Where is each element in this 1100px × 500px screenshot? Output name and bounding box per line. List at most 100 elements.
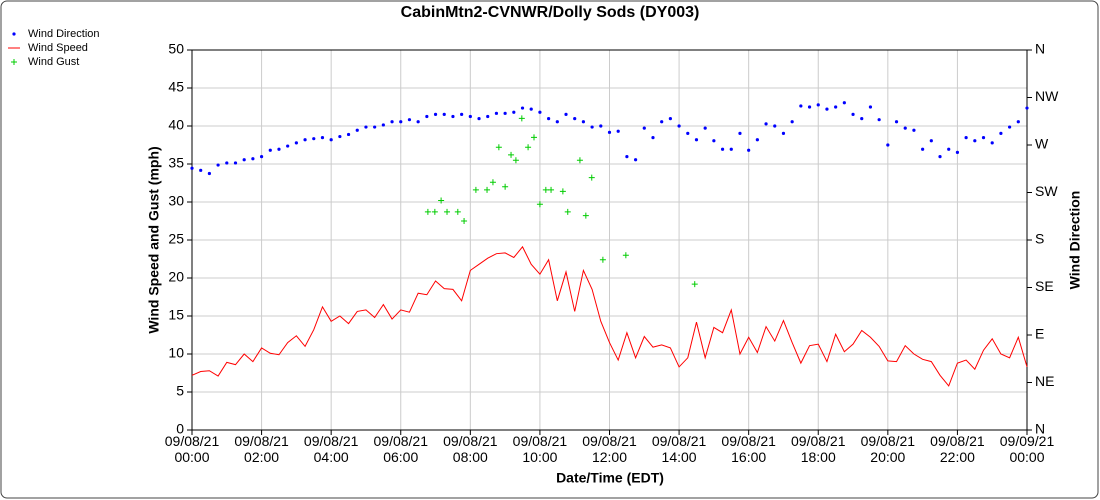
y2-tick-label: S	[1035, 231, 1044, 247]
direction-point	[364, 125, 368, 129]
direction-point	[581, 120, 586, 124]
direction-point	[660, 120, 664, 124]
x-tick-label: 09/08/21 10:00	[512, 433, 568, 465]
direction-point	[486, 114, 490, 119]
direction-point	[312, 137, 316, 141]
y2-tick-label: N	[1035, 41, 1045, 57]
direction-point	[425, 114, 429, 119]
direction-point	[1025, 106, 1029, 110]
direction-point	[294, 141, 298, 145]
x-tick-label: 09/09/21 00:00	[999, 433, 1055, 465]
direction-point	[973, 139, 977, 143]
direction-point	[720, 147, 725, 151]
direction-point	[834, 105, 838, 109]
direction-point	[529, 107, 533, 111]
y-tick-label: 25	[168, 231, 184, 247]
y-tick-label: 35	[168, 155, 184, 171]
y-tick-label: 15	[168, 307, 184, 323]
direction-point	[520, 106, 525, 110]
legend-label: Wind Speed	[28, 42, 88, 54]
chart-title: CabinMtn2-CVNWR/Dolly Sods (DY003)	[401, 4, 700, 21]
gust-point	[512, 157, 519, 164]
direction-point	[303, 138, 307, 142]
gust-point	[588, 174, 595, 181]
direction-point	[225, 161, 229, 165]
direction-point	[842, 101, 846, 105]
x-axis-label: Date/Time (EDT)	[556, 470, 664, 486]
direction-point	[677, 124, 681, 128]
x-tick-label: 09/08/21 14:00	[651, 433, 707, 465]
direction-point	[981, 136, 986, 140]
direction-point	[286, 144, 290, 148]
legend-label: Wind Gust	[28, 56, 79, 68]
x-tick-label: 09/08/21 04:00	[303, 433, 359, 465]
direction-point	[355, 128, 359, 132]
y2-tick-label: SW	[1035, 183, 1058, 199]
direction-point	[216, 163, 220, 167]
gust-point	[502, 183, 509, 190]
x-tick-label: 09/08/21 08:00	[443, 433, 498, 465]
direction-point	[633, 158, 638, 162]
direction-point	[912, 128, 916, 132]
x-tick-label: 09/08/21 20:00	[860, 433, 916, 465]
direction-point	[1016, 120, 1020, 124]
direction-point	[407, 118, 412, 122]
direction-point	[877, 118, 881, 122]
y-axis-label: Wind Speed and Gust (mph)	[146, 146, 162, 333]
direction-point	[268, 148, 272, 152]
direction-point	[851, 112, 855, 116]
direction-point	[573, 117, 577, 121]
gust-point	[582, 212, 589, 219]
direction-point	[468, 114, 472, 119]
direction-point	[259, 155, 264, 159]
y-tick-label: 5	[176, 383, 184, 399]
x-tick-label: 09/08/21 02:00	[234, 433, 289, 465]
direction-point	[668, 117, 672, 121]
plot-border	[191, 49, 1028, 431]
direction-point	[564, 112, 568, 116]
direction-point	[399, 120, 403, 124]
direction-point	[373, 125, 377, 129]
direction-point	[781, 131, 786, 135]
y2-tick-label: NE	[1035, 373, 1054, 389]
direction-point	[381, 123, 385, 127]
gust-point	[495, 144, 502, 151]
gust-point	[444, 208, 451, 215]
legend-label: Wind Direction	[28, 28, 100, 40]
y-tick-label: 20	[168, 269, 184, 285]
direction-point	[503, 111, 507, 115]
y2-tick-label: SE	[1035, 278, 1054, 294]
y2-tick-label: E	[1035, 326, 1044, 342]
gust-point	[599, 256, 606, 263]
y-tick-label: 0	[176, 421, 184, 437]
y2-tick-label: N	[1035, 421, 1045, 437]
direction-point	[764, 122, 768, 126]
legend-swatch	[11, 59, 17, 65]
gust-point	[622, 252, 629, 259]
gust-point	[461, 218, 468, 224]
y-tick-label: 40	[168, 117, 184, 133]
gust-point	[559, 188, 566, 195]
direction-point	[651, 136, 655, 140]
y-tick-label: 50	[168, 41, 184, 57]
direction-point	[686, 131, 690, 135]
direction-point	[816, 103, 820, 107]
direction-point	[277, 147, 281, 151]
direction-point	[738, 131, 742, 135]
direction-point	[207, 171, 211, 176]
direction-point	[451, 114, 455, 119]
gust-point	[536, 201, 543, 208]
gust-point	[576, 157, 583, 164]
direction-point	[964, 136, 968, 140]
direction-point	[233, 161, 238, 165]
direction-point	[868, 105, 873, 109]
gust-point	[518, 115, 525, 122]
direction-point	[999, 131, 1003, 135]
direction-point	[329, 138, 333, 142]
direction-point	[694, 138, 699, 142]
direction-point	[860, 117, 864, 121]
direction-point	[947, 147, 951, 151]
